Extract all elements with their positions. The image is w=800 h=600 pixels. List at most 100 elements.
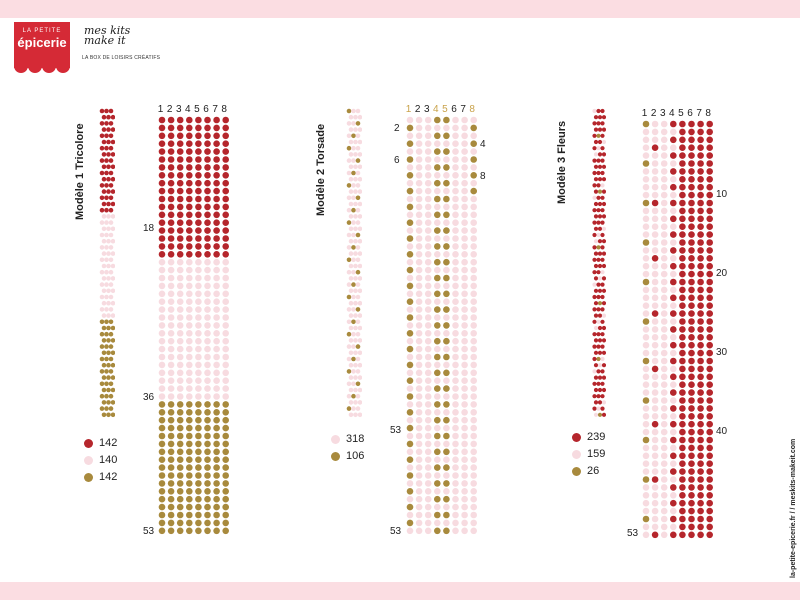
strip-bead — [99, 257, 105, 263]
bead — [415, 519, 423, 527]
model3-row-label: 40 — [716, 426, 728, 437]
strip-bead — [101, 313, 107, 318]
strip-bead — [357, 412, 362, 418]
bead — [679, 460, 686, 468]
bead — [424, 519, 432, 527]
bead — [158, 345, 166, 353]
bead — [697, 183, 704, 191]
bead — [679, 515, 686, 523]
bead — [204, 116, 211, 124]
strip-bead — [99, 133, 105, 139]
bead — [642, 207, 650, 215]
bead — [642, 326, 650, 333]
bead — [204, 203, 211, 211]
bead — [660, 152, 668, 159]
bead — [424, 495, 432, 503]
bead — [176, 156, 184, 163]
bead — [167, 353, 175, 361]
bead — [204, 432, 211, 440]
bead — [424, 488, 432, 495]
strip-bead — [597, 139, 603, 145]
bead — [461, 219, 468, 226]
bead — [461, 314, 468, 321]
bead — [670, 484, 677, 491]
strip-bead — [592, 121, 597, 126]
bead — [679, 168, 686, 175]
bead — [642, 120, 650, 128]
strip-bead — [596, 369, 601, 374]
bead — [706, 460, 713, 468]
bead — [406, 369, 414, 377]
bead — [424, 330, 432, 337]
strip-bead — [348, 387, 354, 393]
strip-bead — [104, 145, 109, 151]
bead — [195, 511, 202, 519]
model1-legend-pink: 140 — [84, 454, 117, 466]
bead — [186, 503, 193, 511]
bead — [424, 527, 432, 535]
bead — [461, 290, 468, 298]
bead — [660, 199, 668, 207]
bead — [461, 440, 468, 448]
bead — [651, 278, 659, 286]
strip-bead — [110, 276, 115, 281]
bead — [470, 235, 477, 242]
bead — [651, 507, 659, 515]
bead — [204, 266, 211, 274]
bead — [651, 191, 659, 199]
bead — [424, 472, 432, 479]
bead — [195, 116, 202, 124]
bead — [706, 176, 713, 183]
bead — [470, 211, 477, 219]
strip-bead — [108, 257, 114, 263]
strip-bead — [348, 313, 354, 318]
bead — [167, 164, 175, 171]
bead — [204, 456, 211, 464]
bead — [204, 353, 211, 361]
bead — [706, 357, 713, 365]
bead — [434, 211, 441, 219]
bead — [697, 176, 704, 183]
bead — [660, 262, 668, 270]
bead — [688, 286, 695, 294]
strip-bead — [99, 406, 105, 411]
bead — [406, 148, 414, 155]
bead — [204, 448, 211, 456]
bead — [452, 290, 459, 298]
strip-bead — [592, 108, 597, 114]
strip-bead — [593, 164, 599, 169]
bead — [424, 314, 432, 321]
bead — [213, 179, 220, 187]
bead — [176, 179, 184, 187]
strip-bead — [597, 338, 603, 343]
bead — [670, 144, 677, 151]
bead — [688, 420, 695, 428]
bead — [660, 326, 668, 333]
strip-bead — [110, 263, 115, 269]
bead — [406, 330, 414, 337]
bead — [670, 136, 677, 144]
bead — [697, 499, 704, 507]
strip-bead — [99, 369, 105, 374]
strip-bead — [104, 406, 109, 411]
strip-bead — [357, 387, 362, 393]
strip-bead — [597, 164, 603, 169]
bead — [415, 369, 423, 377]
bead — [651, 231, 659, 238]
bead — [415, 116, 423, 124]
bead — [195, 480, 202, 487]
bead — [688, 144, 695, 151]
strip-bead — [357, 300, 362, 306]
bead — [213, 456, 220, 464]
strip-bead — [593, 115, 599, 120]
bead — [176, 448, 184, 456]
bead — [158, 187, 166, 195]
bead — [461, 464, 468, 471]
bead — [688, 326, 695, 333]
bead — [642, 176, 650, 183]
bead — [415, 330, 423, 337]
bead — [470, 511, 477, 519]
bead — [204, 195, 211, 203]
strip-bead — [106, 375, 111, 380]
strip-bead — [357, 127, 362, 132]
